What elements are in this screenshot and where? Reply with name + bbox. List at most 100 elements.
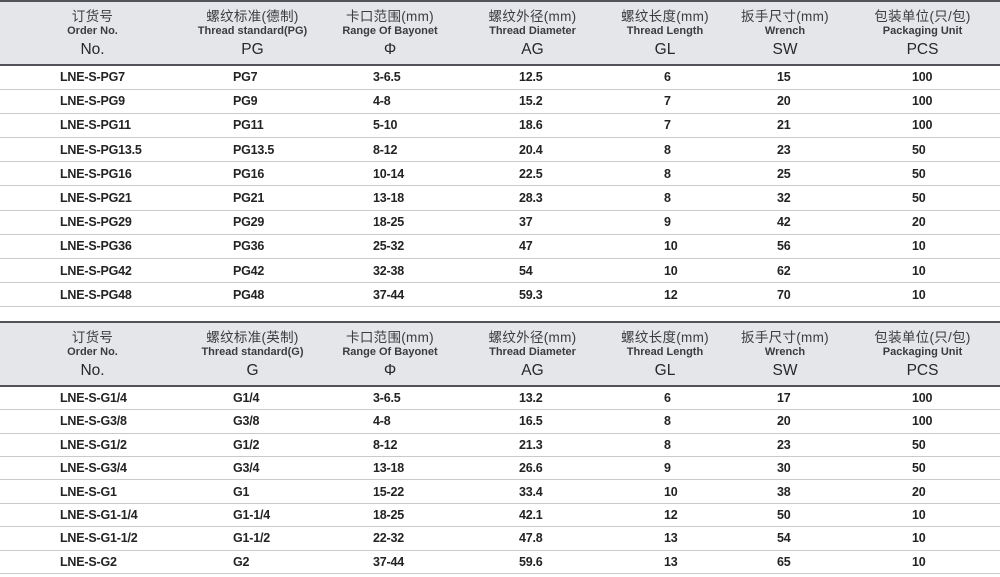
cell: 10 xyxy=(845,282,1000,308)
table-row: LNE-S-PG48 PG48 37-44 59.3 12 70 10 xyxy=(0,282,1000,308)
cell: 37-44 xyxy=(320,550,460,575)
cell: 62 xyxy=(725,258,845,284)
cell: 8 xyxy=(605,433,725,458)
g-thread-spec-table: 订货号 Order No. 螺纹标准(英制) Thread standard(G) 卡口… xyxy=(0,321,1000,575)
column-header: 螺纹标准(英制) Thread standard(G) xyxy=(185,322,320,363)
cell: G1/4 xyxy=(185,386,320,411)
column-symbol: PCS xyxy=(845,41,1000,66)
cell: 15.2 xyxy=(460,89,605,114)
table-row: LNE-S-PG9 PG9 4-8 15.2 7 20 100 xyxy=(0,89,1000,114)
cell: LNE-S-PG42 xyxy=(0,258,185,284)
cell: 12 xyxy=(605,282,725,308)
column-symbol: GL xyxy=(605,362,725,388)
column-symbol: GL xyxy=(605,41,725,66)
column-title-en: Thread Length xyxy=(626,346,704,359)
table-row: LNE-S-G1 G1 15-22 33.4 10 38 20 xyxy=(0,479,1000,504)
cell: 6 xyxy=(605,386,725,411)
column-title-en: Order No. xyxy=(67,346,118,359)
cell: 26.6 xyxy=(460,456,605,481)
cell: 10 xyxy=(845,258,1000,284)
table-header: 订货号 Order No. 螺纹标准(英制) Thread standard(G) 卡口… xyxy=(0,322,1000,388)
column-title-cn: 螺纹标准(德制) xyxy=(206,9,299,24)
column-header: 螺纹长度(mm) Thread Length xyxy=(605,1,725,41)
cell: LNE-S-G1/4 xyxy=(0,386,185,411)
cell: 10 xyxy=(845,550,1000,575)
cell: 6 xyxy=(605,65,725,90)
table-row: LNE-S-G1-1/2 G1-1/2 22-32 47.8 13 54 10 xyxy=(0,526,1000,551)
cell: PG29 xyxy=(185,210,320,235)
cell: PG21 xyxy=(185,185,320,211)
cell: 13 xyxy=(605,526,725,551)
cell: 8-12 xyxy=(320,433,460,458)
cell: 32 xyxy=(725,185,845,211)
column-title-cn: 螺纹长度(mm) xyxy=(621,330,709,346)
table-row: LNE-S-PG16 PG16 10-14 22.5 8 25 50 xyxy=(0,161,1000,187)
cell: LNE-S-PG7 xyxy=(0,65,185,90)
cell: 23 xyxy=(725,137,845,163)
cell: 20 xyxy=(845,479,1000,504)
cell: PG13.5 xyxy=(185,137,320,163)
column-title-cn: 订货号 xyxy=(71,9,114,24)
column-title-en: Thread standard(G) xyxy=(201,346,304,359)
cell: 10-14 xyxy=(320,161,460,187)
table-row: LNE-S-PG42 PG42 32-38 54 10 62 10 xyxy=(0,258,1000,284)
cell: 50 xyxy=(845,161,1000,187)
column-header: 订货号 Order No. xyxy=(0,1,185,41)
cell: LNE-S-G1 xyxy=(0,479,185,504)
table-row: LNE-S-G1/4 G1/4 3-6.5 13.2 6 17 100 xyxy=(0,386,1000,411)
column-header: 卡口范围(mm) Range Of Bayonet xyxy=(320,1,460,41)
column-title-en: Thread standard(PG) xyxy=(197,25,308,37)
cell: 15-22 xyxy=(320,479,460,504)
cell: 47.8 xyxy=(460,526,605,551)
cell: 10 xyxy=(605,234,725,260)
cell: 50 xyxy=(845,185,1000,211)
table-header: 订货号 Order No. 螺纹标准(德制) Thread standard(PG) 卡… xyxy=(0,1,1000,66)
cell: 18-25 xyxy=(320,210,460,235)
table-row: LNE-S-PG36 PG36 25-32 47 10 56 10 xyxy=(0,234,1000,260)
table-row: LNE-S-G3/4 G3/4 13-18 26.6 9 30 50 xyxy=(0,456,1000,481)
cell: 22-32 xyxy=(320,526,460,551)
cell: 10 xyxy=(605,479,725,504)
column-title-cn: 扳手尺寸(mm) xyxy=(741,9,829,24)
cell: PG36 xyxy=(185,234,320,260)
column-header: 订货号 Order No. xyxy=(0,322,185,363)
column-symbol: No. xyxy=(0,362,185,388)
column-title-en: Thread Diameter xyxy=(489,346,576,359)
column-symbol: PG xyxy=(185,41,320,66)
cell: 20 xyxy=(725,409,845,434)
cell: 100 xyxy=(845,386,1000,411)
cell: PG48 xyxy=(185,282,320,308)
column-title-en: Range Of Bayonet xyxy=(342,346,438,359)
column-title-en: Thread Length xyxy=(626,25,704,37)
cell: G3/8 xyxy=(185,409,320,434)
cell: 21 xyxy=(725,113,845,139)
column-title-en: Wrench xyxy=(764,25,806,37)
cell: 18.6 xyxy=(460,113,605,139)
cell: 100 xyxy=(845,409,1000,434)
column-title-en: Packaging Unit xyxy=(882,346,963,359)
cell: 10 xyxy=(845,503,1000,528)
cell: 13-18 xyxy=(320,456,460,481)
cell: 8 xyxy=(605,185,725,211)
cell: 7 xyxy=(605,89,725,114)
cell: PG7 xyxy=(185,65,320,90)
cell: 21.3 xyxy=(460,433,605,458)
cell: 50 xyxy=(845,433,1000,458)
cell: LNE-S-PG9 xyxy=(0,89,185,114)
column-symbol: Φ xyxy=(320,41,460,66)
column-title-cn: 订货号 xyxy=(71,330,114,346)
cell: G1/2 xyxy=(185,433,320,458)
column-title-cn: 扳手尺寸(mm) xyxy=(741,330,829,346)
column-symbol: SW xyxy=(725,41,845,66)
cell: 25 xyxy=(725,161,845,187)
cell: 20 xyxy=(845,210,1000,235)
column-header: 扳手尺寸(mm) Wrench xyxy=(725,322,845,363)
cell: 100 xyxy=(845,65,1000,90)
column-header: 螺纹标准(德制) Thread standard(PG) xyxy=(185,1,320,41)
cell: LNE-S-PG13.5 xyxy=(0,137,185,163)
cell: LNE-S-PG29 xyxy=(0,210,185,235)
column-title-en: Thread Diameter xyxy=(489,25,576,37)
column-header: 螺纹长度(mm) Thread Length xyxy=(605,322,725,363)
cell: 16.5 xyxy=(460,409,605,434)
cell: 50 xyxy=(725,503,845,528)
